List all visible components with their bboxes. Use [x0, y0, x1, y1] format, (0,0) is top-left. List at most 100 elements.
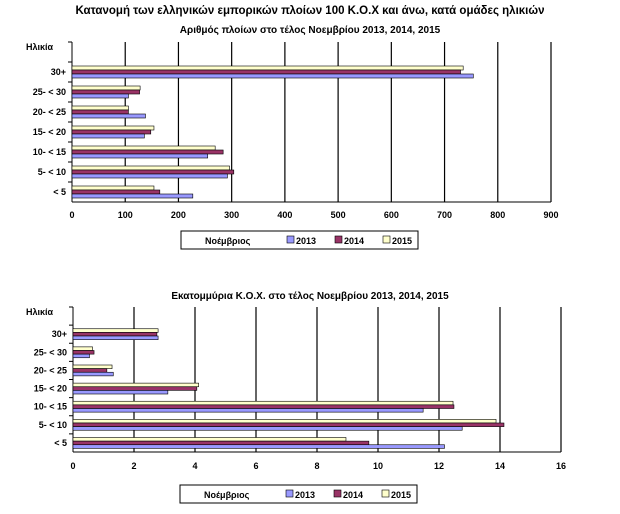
y-tick-label: 30+ — [51, 67, 66, 77]
bar-2013 — [71, 133, 145, 139]
x-tick-label: 0 — [70, 461, 75, 471]
bar-2014 — [72, 440, 370, 446]
legend-swatch-2015 — [381, 489, 390, 498]
legend-swatch-2013 — [286, 235, 295, 244]
legend-swatch-2013 — [285, 489, 294, 498]
bar-2014 — [71, 189, 161, 195]
bar-2014 — [71, 69, 461, 75]
x-tick-label: 10 — [373, 461, 383, 471]
y-tick-label: 20- < 25 — [33, 107, 66, 117]
bar-2015 — [71, 105, 129, 111]
bar-2015 — [71, 145, 216, 151]
y-tick-label: 5- < 10 — [38, 167, 66, 177]
legend-title: Νοέμβριος — [205, 236, 251, 246]
bar-2014 — [72, 332, 158, 337]
x-tick-label: 300 — [224, 210, 239, 220]
bar-2013 — [72, 444, 445, 449]
y-axis-label: Ηλικία — [26, 42, 54, 52]
legend-label-2014: 2014 — [344, 236, 364, 246]
x-tick-label: 700 — [437, 210, 452, 220]
bar-2014 — [72, 422, 505, 427]
bar-2015 — [71, 165, 230, 171]
x-tick-label: 4 — [192, 461, 197, 471]
y-tick-label: 10- < 15 — [34, 402, 67, 412]
bar-2013 — [72, 335, 159, 340]
bar-2015 — [72, 346, 93, 351]
bar-2013 — [71, 113, 146, 119]
legend-swatch-2014 — [334, 235, 343, 244]
bar-2014 — [72, 404, 455, 409]
legend: Νοέμβριος 2013 2014 2015 — [179, 484, 418, 504]
bar-2015 — [72, 437, 347, 442]
bar-2015 — [72, 400, 454, 406]
legend: Νοέμβριος 2013 2014 2015 — [180, 230, 419, 250]
bar-2015 — [71, 185, 155, 191]
legend-box — [179, 484, 418, 504]
bar-2014 — [71, 129, 152, 135]
x-tick-label: 6 — [253, 461, 258, 471]
chart-1: Αριθμός πλοίων στο τέλος Νοεμβρίου 2013,… — [26, 25, 559, 250]
legend-label-2013: 2013 — [295, 490, 315, 500]
chart-title: Αριθμός πλοίων στο τέλος Νοεμβρίου 2013,… — [180, 25, 441, 36]
bar-2013 — [71, 73, 474, 79]
x-tick-label: 16 — [556, 461, 566, 471]
bar-2015 — [71, 85, 141, 91]
x-tick-label: 200 — [171, 210, 186, 220]
x-tick-label: 800 — [490, 210, 505, 220]
y-tick-label: < 5 — [53, 187, 66, 197]
x-tick-label: 600 — [384, 210, 399, 220]
x-tick-label: 14 — [495, 461, 505, 471]
legend-label-2015: 2015 — [391, 490, 411, 500]
bar-2014 — [71, 149, 224, 155]
x-tick-label: 8 — [314, 461, 319, 471]
bar-2014 — [71, 109, 129, 115]
y-tick-label: 10- < 15 — [33, 147, 66, 157]
y-axis-label: Ηλικία — [26, 307, 54, 317]
chart-2: Εκατομμύρια Κ.Ο.Χ. στο τέλος Νοεμβρίου 2… — [26, 291, 566, 504]
bar-2015 — [72, 419, 497, 424]
y-tick-label: 25- < 30 — [33, 87, 66, 97]
legend-label-2014: 2014 — [343, 490, 363, 500]
bar-2015 — [72, 382, 199, 388]
y-tick-label: 15- < 20 — [34, 384, 67, 394]
bar-2015 — [71, 65, 464, 71]
chart-title: Εκατομμύρια Κ.Ο.Χ. στο τέλος Νοεμβρίου 2… — [171, 291, 449, 302]
x-tick-label: 2 — [131, 461, 136, 471]
figure-title: Κατανομή των ελληνικών εμπορικών πλοίων … — [76, 5, 545, 17]
bar-2014 — [72, 386, 198, 391]
legend-swatch-2014 — [333, 489, 342, 498]
y-tick-label: 30+ — [52, 329, 67, 339]
x-tick-label: 12 — [434, 461, 444, 471]
x-tick-label: 400 — [277, 210, 292, 220]
legend-swatch-2015 — [382, 235, 391, 244]
x-tick-label: 900 — [543, 210, 558, 220]
y-tick-label: 5- < 10 — [39, 420, 67, 430]
legend-title: Νοέμβριος — [204, 490, 250, 500]
x-tick-label: 500 — [331, 210, 346, 220]
x-tick-label: 100 — [118, 210, 133, 220]
y-tick-label: 15- < 20 — [33, 127, 66, 137]
y-tick-label: 25- < 30 — [34, 347, 67, 357]
legend-label-2015: 2015 — [392, 236, 412, 246]
y-tick-label: < 5 — [54, 438, 67, 448]
bar-2013 — [71, 193, 194, 199]
bar-2014 — [72, 350, 95, 355]
bar-2013 — [72, 371, 114, 377]
bar-2013 — [71, 173, 228, 179]
bar-2013 — [72, 426, 463, 431]
bar-2015 — [72, 364, 113, 369]
bar-2014 — [72, 368, 108, 373]
bar-2015 — [72, 328, 159, 333]
bar-2014 — [71, 169, 235, 175]
y-tick-label: 20- < 25 — [34, 365, 67, 375]
bar-2014 — [71, 89, 140, 95]
bar-2013 — [72, 390, 169, 395]
bar-2013 — [72, 353, 90, 359]
bar-2013 — [72, 408, 424, 413]
legend-label-2013: 2013 — [296, 236, 316, 246]
x-tick-label: 0 — [69, 210, 74, 220]
bar-2013 — [71, 153, 209, 159]
bar-2015 — [71, 125, 155, 131]
